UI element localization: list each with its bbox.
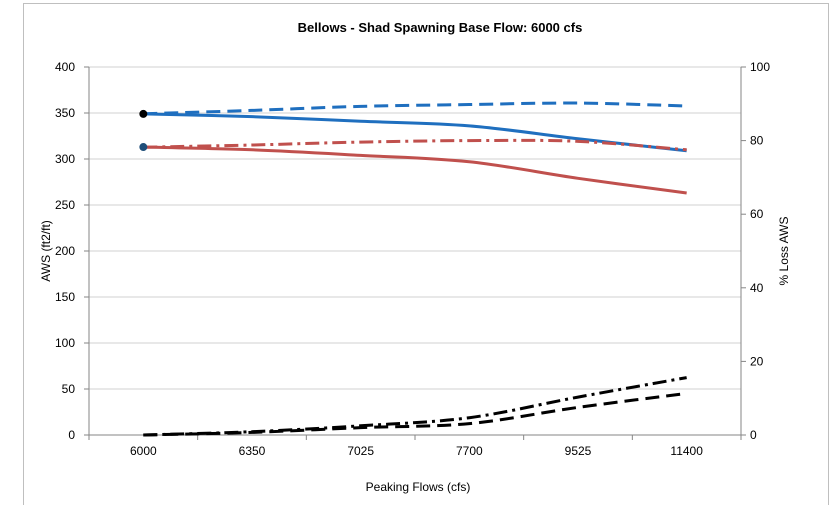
y2-tick-label: 20 <box>750 354 764 368</box>
x-tick-label: 11400 <box>670 444 703 458</box>
data-point-marker-2 <box>139 143 148 152</box>
chart-title: Bellows - Shad Spawning Base Flow: 6000 … <box>298 20 583 35</box>
tick-labels: 0 50 100 150 200 250 300 350 400 0 20 40 60 80 100 6000… <box>55 60 770 458</box>
y-tick-label: 400 <box>55 60 75 74</box>
series-line-3 <box>143 101 687 116</box>
series-line-2 <box>143 145 687 195</box>
y2-tick-label: 80 <box>750 134 764 148</box>
series-line-4 <box>143 138 687 152</box>
y2-tick-label: 100 <box>750 60 770 74</box>
x-tick-label: 9525 <box>565 444 592 458</box>
y-tick-label: 150 <box>55 290 75 304</box>
x-tick-label: 6000 <box>130 444 157 458</box>
y-tick-label: 50 <box>62 382 76 396</box>
series-line-6 <box>143 391 687 437</box>
y-tick-label: 300 <box>55 152 75 166</box>
y2-axis-label: % Loss AWS <box>777 217 791 286</box>
series-markers <box>139 109 148 152</box>
chart-frame <box>23 3 829 505</box>
y-tick-label: 250 <box>55 198 75 212</box>
x-axis-label: Peaking Flows (cfs) <box>366 480 471 494</box>
series-lines <box>143 101 687 437</box>
y-tick-label: 350 <box>55 106 75 120</box>
y2-tick-label: 0 <box>750 428 757 442</box>
data-point-marker-1 <box>139 109 148 118</box>
x-tick-label: 6350 <box>239 444 266 458</box>
y-tick-label: 100 <box>55 336 75 350</box>
y-axis-label: AWS (ft2/ft) <box>39 220 53 282</box>
y2-tick-label: 60 <box>750 207 764 221</box>
x-tick-label: 7025 <box>347 444 374 458</box>
y-tick-label: 0 <box>68 428 75 442</box>
series-line-5 <box>143 376 687 437</box>
series-line-1 <box>143 112 687 153</box>
x-tick-label: 7700 <box>456 444 483 458</box>
y2-tick-label: 40 <box>750 281 764 295</box>
grid-lines <box>89 66 741 390</box>
y-tick-label: 200 <box>55 244 75 258</box>
